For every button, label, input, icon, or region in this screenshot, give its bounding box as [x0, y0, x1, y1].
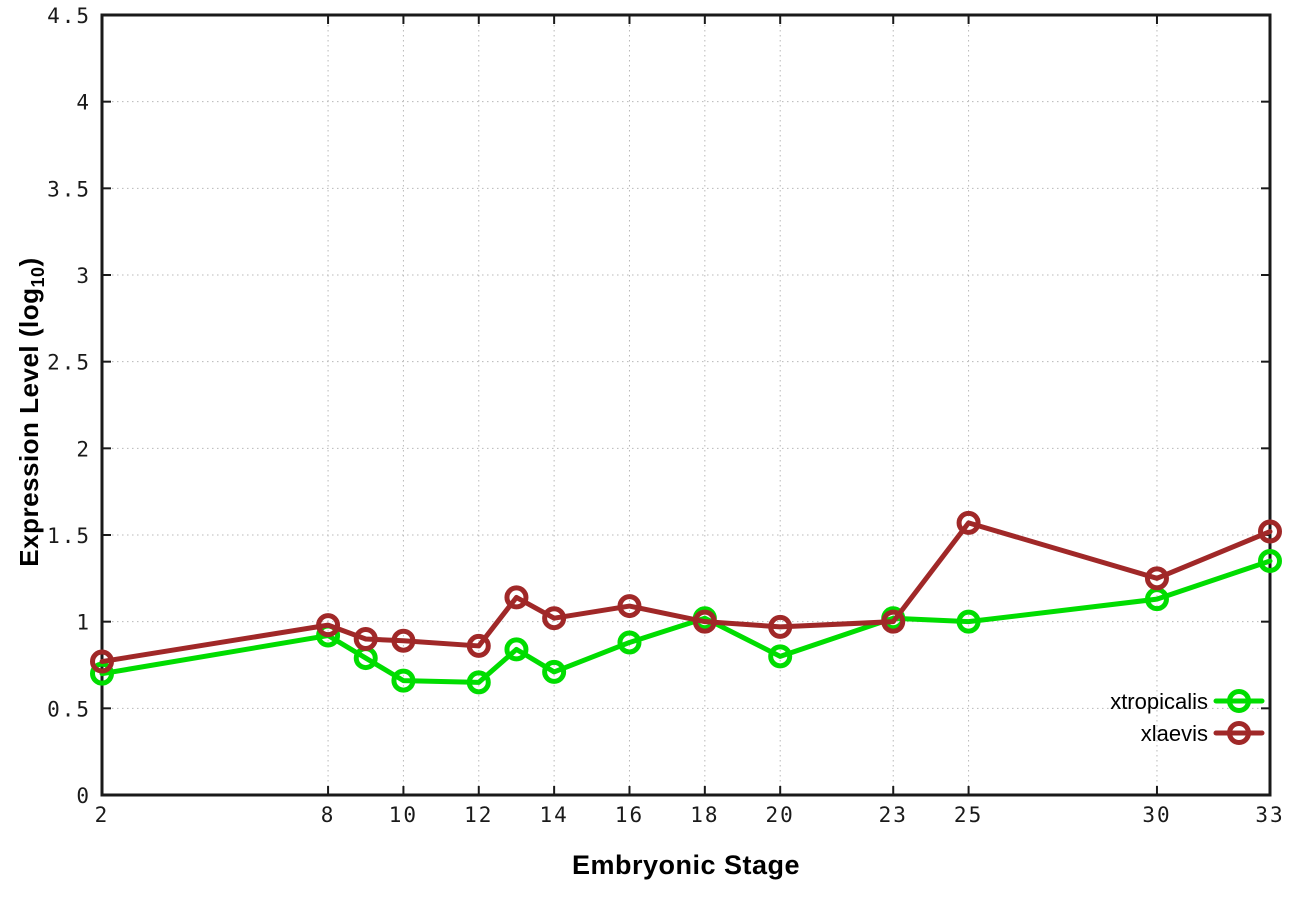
- y-tick-label: 3: [76, 264, 91, 288]
- series-xlaevis-marker: [881, 609, 906, 634]
- series-xtropicalis-marker: [617, 630, 642, 655]
- series-xtropicalis-marker: [504, 637, 529, 662]
- series-xlaevis-marker: [391, 628, 416, 653]
- x-tick-label: 8: [321, 803, 336, 827]
- x-tick-label: 10: [389, 803, 418, 827]
- x-tick-label: 2: [95, 803, 110, 827]
- x-tick-label: 33: [1255, 803, 1284, 827]
- y-axis-title-subscript: 10: [28, 266, 48, 288]
- y-tick-label: 0.5: [47, 697, 91, 721]
- legend-sample-marker-xlaevis: [1227, 721, 1251, 745]
- x-tick-label: 30: [1142, 803, 1171, 827]
- x-tick-label: 14: [539, 803, 568, 827]
- y-tick-label: 4.5: [47, 4, 91, 28]
- series-xlaevis-marker: [1258, 519, 1282, 544]
- y-tick-label: 4: [76, 91, 91, 115]
- y-tick-label: 3.5: [47, 177, 91, 201]
- x-tick-label: 12: [464, 803, 493, 827]
- series-xlaevis-marker: [353, 627, 378, 651]
- legend-label-xlaevis: xlaevis: [1141, 721, 1208, 746]
- y-tick-label: 2: [76, 437, 91, 461]
- y-tick-label: 1: [76, 611, 91, 635]
- series-xtropicalis-marker: [466, 670, 491, 695]
- y-tick-label: 0: [76, 784, 91, 808]
- series-xtropicalis-marker: [391, 668, 416, 693]
- series-xtropicalis-marker: [956, 609, 981, 634]
- x-axis-title: Embryonic Stage: [571, 850, 801, 880]
- x-tick-label: 16: [615, 803, 644, 827]
- series-xlaevis-marker: [504, 585, 529, 610]
- series-xlaevis-marker: [692, 609, 717, 634]
- y-tick-label: 1.5: [47, 524, 91, 548]
- y-axis-title: Expression Level (log10): [14, 257, 49, 566]
- series-xlaevis-marker: [90, 649, 114, 674]
- series-xlaevis-marker: [617, 594, 642, 619]
- x-tick-label: 20: [766, 803, 795, 827]
- series-xlaevis-marker: [316, 613, 341, 638]
- y-tick-label: 2.5: [47, 351, 91, 375]
- series-xlaevis-marker: [1144, 566, 1169, 591]
- series-xlaevis-marker: [956, 510, 981, 535]
- plot-border: [100, 13, 1272, 797]
- series-xlaevis-line: [99, 520, 1273, 665]
- series-xlaevis-marker: [768, 614, 793, 639]
- series-xtropicalis-marker: [542, 659, 567, 684]
- x-tick-label: 25: [954, 803, 983, 827]
- y-axis-title-text: Expression Level (log: [14, 287, 44, 567]
- series-xtropicalis-marker: [90, 661, 114, 686]
- series-xtropicalis-marker: [768, 644, 793, 669]
- x-tick-label: 18: [690, 803, 719, 827]
- series-xlaevis-marker: [542, 606, 567, 631]
- series-xtropicalis-marker: [1258, 549, 1282, 573]
- legend-sample-marker-xtropicalis: [1227, 689, 1251, 713]
- series-xlaevis-marker: [466, 633, 491, 658]
- y-axis-title-close: ): [14, 257, 44, 267]
- legend-label-xtropicalis: xtropicalis: [1110, 689, 1208, 714]
- x-tick-label: 23: [879, 803, 908, 827]
